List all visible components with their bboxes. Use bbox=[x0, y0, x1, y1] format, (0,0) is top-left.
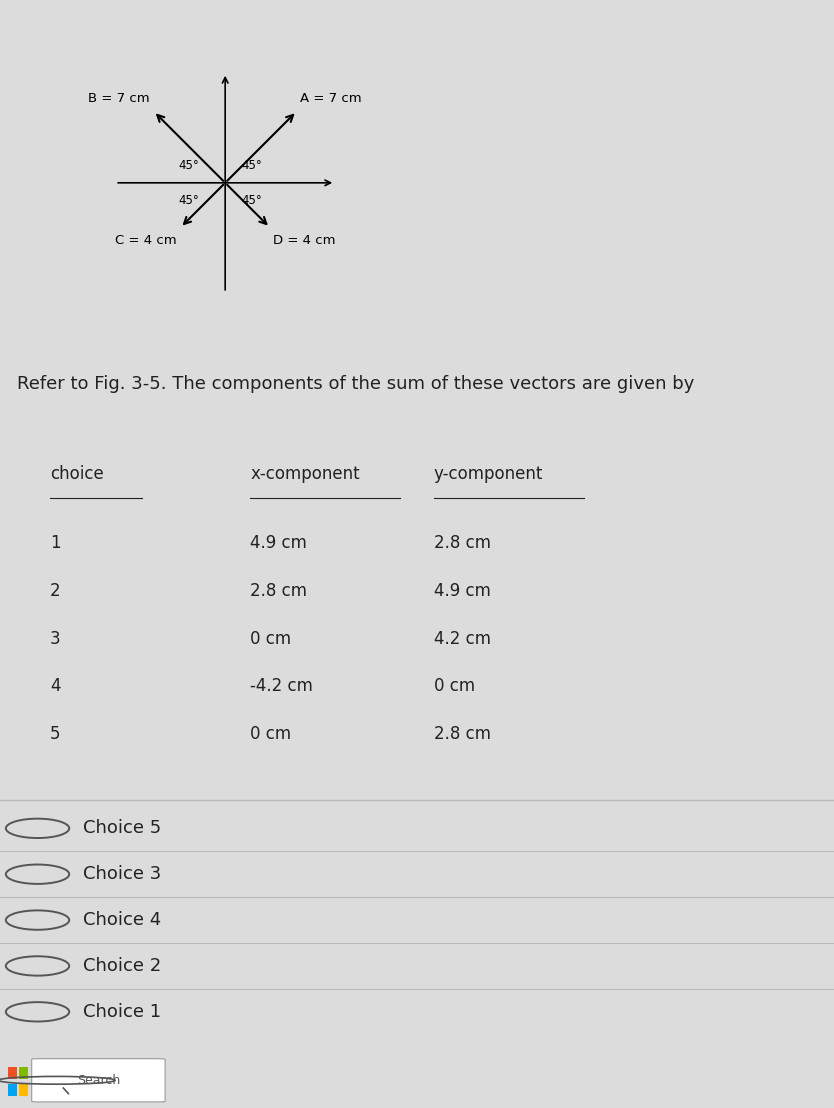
Text: D = 4 cm: D = 4 cm bbox=[274, 234, 336, 247]
Text: 4.2 cm: 4.2 cm bbox=[434, 629, 490, 647]
Text: 1: 1 bbox=[50, 534, 61, 553]
Text: 4.9 cm: 4.9 cm bbox=[250, 534, 307, 553]
Text: 3: 3 bbox=[50, 629, 61, 647]
Bar bbox=[8, 1084, 17, 1096]
Text: Choice 3: Choice 3 bbox=[83, 865, 162, 883]
Text: 0 cm: 0 cm bbox=[250, 629, 291, 647]
Text: 2.8 cm: 2.8 cm bbox=[434, 725, 490, 742]
Text: 5: 5 bbox=[50, 725, 61, 742]
Bar bbox=[19, 1084, 28, 1096]
Text: 45°: 45° bbox=[241, 158, 262, 172]
Text: Search: Search bbox=[78, 1074, 121, 1087]
Bar bbox=[8, 1067, 17, 1079]
Text: 0 cm: 0 cm bbox=[250, 725, 291, 742]
Text: Refer to Fig. 3-5. The components of the sum of these vectors are given by: Refer to Fig. 3-5. The components of the… bbox=[17, 375, 694, 393]
Text: x-component: x-component bbox=[250, 465, 359, 483]
Text: 4: 4 bbox=[50, 677, 61, 695]
Text: 2.8 cm: 2.8 cm bbox=[250, 582, 307, 601]
Text: C = 4 cm: C = 4 cm bbox=[115, 234, 177, 247]
Text: Choice 4: Choice 4 bbox=[83, 911, 162, 930]
Text: 45°: 45° bbox=[178, 158, 198, 172]
Text: 45°: 45° bbox=[241, 194, 262, 207]
Text: 45°: 45° bbox=[178, 194, 198, 207]
Text: A = 7 cm: A = 7 cm bbox=[300, 92, 362, 105]
Text: 2.8 cm: 2.8 cm bbox=[434, 534, 490, 553]
FancyBboxPatch shape bbox=[32, 1059, 165, 1101]
Text: Choice 2: Choice 2 bbox=[83, 957, 162, 975]
Text: Choice 1: Choice 1 bbox=[83, 1003, 162, 1020]
Text: y-component: y-component bbox=[434, 465, 543, 483]
Text: Choice 5: Choice 5 bbox=[83, 819, 162, 838]
Text: choice: choice bbox=[50, 465, 103, 483]
Bar bbox=[19, 1067, 28, 1079]
Text: 0 cm: 0 cm bbox=[434, 677, 475, 695]
Text: B = 7 cm: B = 7 cm bbox=[88, 92, 150, 105]
Text: 4.9 cm: 4.9 cm bbox=[434, 582, 490, 601]
Text: 2: 2 bbox=[50, 582, 61, 601]
Text: -4.2 cm: -4.2 cm bbox=[250, 677, 313, 695]
